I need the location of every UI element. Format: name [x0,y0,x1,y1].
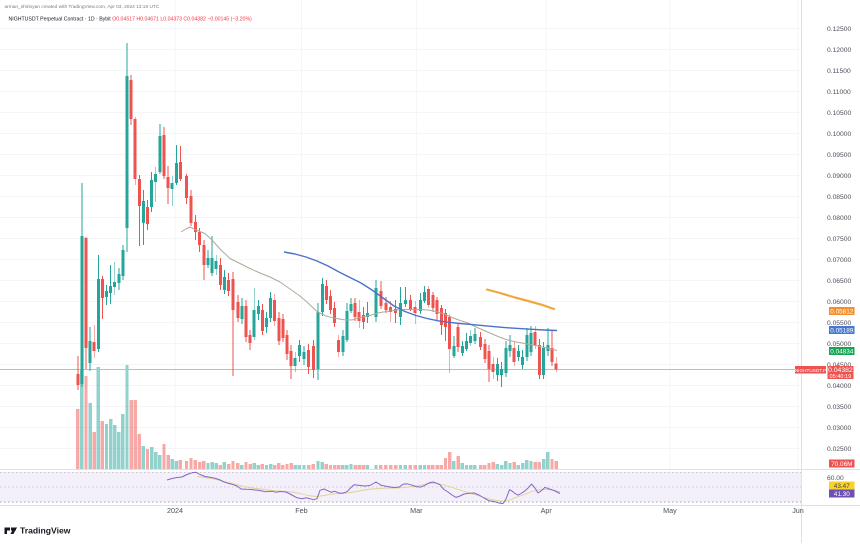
svg-text:0.04382: 0.04382 [828,367,853,374]
svg-text:0.04834: 0.04834 [830,348,854,355]
svg-text:0.03500: 0.03500 [827,404,851,411]
svg-text:0.08500: 0.08500 [827,194,851,201]
svg-text:0.07500: 0.07500 [827,236,851,243]
svg-text:arman_shirinyan created with T: arman_shirinyan created with TradingView… [5,4,160,10]
svg-text:0.04500: 0.04500 [827,362,851,369]
svg-text:05:40:19: 05:40:19 [830,374,852,380]
svg-text:70.06M: 70.06M [831,461,852,468]
svg-text:0.09500: 0.09500 [827,152,851,159]
svg-text:0.09000: 0.09000 [827,173,851,180]
svg-text:41.30: 41.30 [834,491,850,498]
svg-text:0.11500: 0.11500 [827,68,851,75]
svg-text:60.00: 60.00 [827,475,844,482]
svg-text:0.02500: 0.02500 [827,446,851,453]
svg-text:0.05000: 0.05000 [827,341,851,348]
svg-text:0.03000: 0.03000 [827,425,851,432]
svg-text:NIGHTUSDT Perpetual Contract ·: NIGHTUSDT Perpetual Contract · 1D · Bybi… [9,17,253,23]
svg-text:0.07000: 0.07000 [827,257,851,264]
svg-text:0.05500: 0.05500 [827,320,851,327]
svg-text:Mar: Mar [410,506,423,515]
svg-text:0.11000: 0.11000 [827,89,851,96]
svg-text:Feb: Feb [295,506,307,515]
svg-text:May: May [663,506,677,515]
svg-text:0.06500: 0.06500 [827,278,851,285]
svg-text:0.10000: 0.10000 [827,131,851,138]
svg-text:0.04000: 0.04000 [827,383,851,390]
svg-text:0.10500: 0.10500 [827,110,851,117]
svg-text:Jun: Jun [792,506,804,515]
svg-text:TradingView: TradingView [20,525,71,535]
svg-text:0.05812: 0.05812 [830,308,854,315]
svg-text:0.12500: 0.12500 [827,26,851,33]
svg-text:0.06000: 0.06000 [827,299,851,306]
svg-text:0.12000: 0.12000 [827,47,851,54]
svg-text:43.47: 43.47 [834,483,850,490]
svg-text:0.08000: 0.08000 [827,215,851,222]
svg-text:NIGHTUSDT.P: NIGHTUSDT.P [795,368,826,373]
svg-text:2024: 2024 [167,506,183,515]
svg-text:0.05189: 0.05189 [830,327,854,334]
svg-text:Apr: Apr [541,506,553,515]
